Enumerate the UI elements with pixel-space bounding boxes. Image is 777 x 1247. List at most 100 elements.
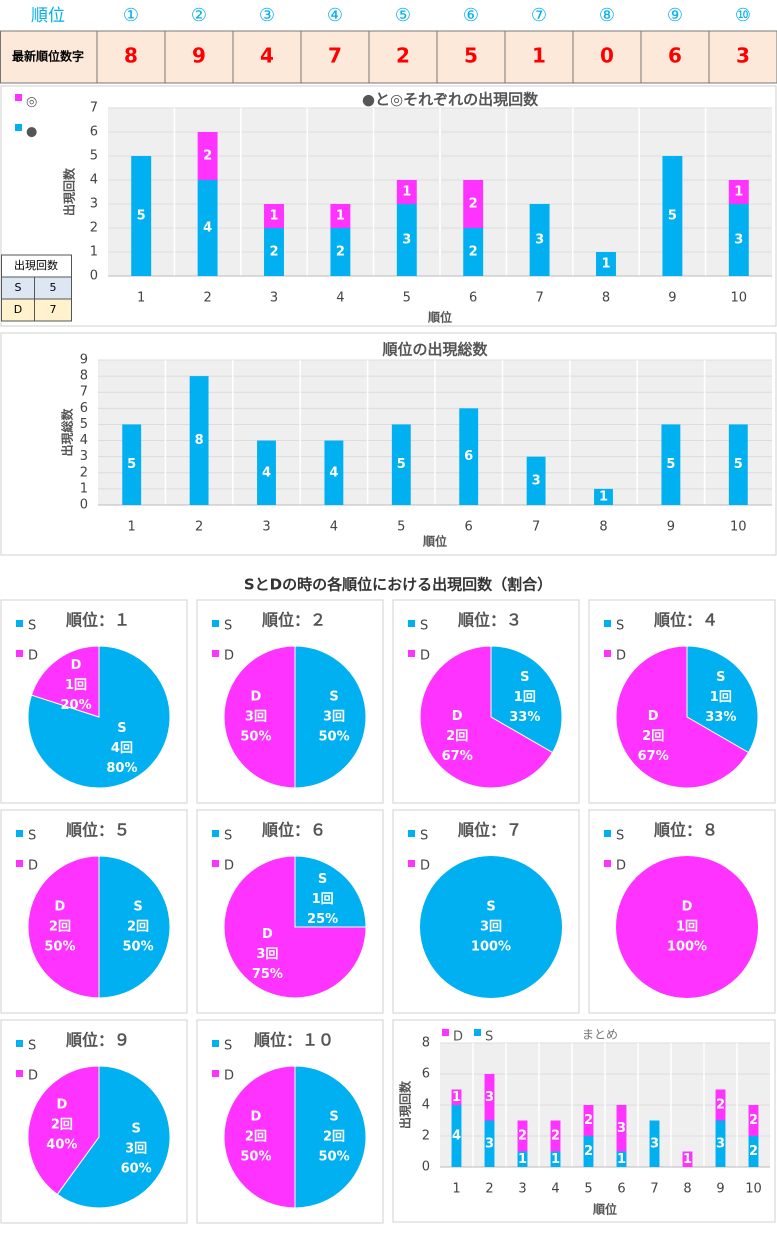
slice-name: S: [486, 900, 495, 915]
value-label: 2: [749, 1113, 758, 1128]
value-label: 3: [734, 233, 743, 248]
x-axis-label: 順位: [427, 310, 452, 325]
slice-name: D: [452, 709, 463, 724]
position-label: ⑩: [735, 5, 751, 26]
bar: [396, 204, 417, 276]
bar: [748, 1105, 759, 1136]
value-label: 5: [127, 457, 136, 472]
y-tick-label: 7: [90, 101, 98, 116]
digit: 4: [260, 44, 274, 68]
pie-slice: [294, 645, 367, 789]
value-label: 1: [402, 185, 411, 200]
x-tick-label: 4: [336, 291, 344, 306]
y-tick-label: 1: [80, 481, 88, 496]
legend-swatch: [442, 1029, 449, 1036]
legend-label: D: [224, 1069, 234, 1084]
value-label: 8: [195, 433, 204, 448]
legend-label: S: [28, 619, 36, 634]
y-axis-label: 出現総数: [60, 408, 75, 457]
bar: [451, 1105, 462, 1167]
slice-name: S: [716, 670, 725, 685]
pie-slice: [294, 855, 367, 928]
pie-slice: [686, 645, 759, 754]
section-title: SとDの時の各順位における出現回数（割合）: [244, 576, 552, 594]
pie-slice: [294, 1065, 367, 1209]
bar: [391, 424, 411, 505]
bar: [649, 1120, 660, 1167]
table-key: S: [15, 281, 22, 294]
x-tick-label: 5: [397, 520, 405, 535]
bar: [257, 440, 276, 505]
value-label: 2: [203, 149, 212, 164]
pie-slice: [223, 1065, 296, 1209]
value-label: 1: [599, 489, 608, 504]
digit: 0: [600, 44, 614, 68]
slice-count: 4回: [111, 741, 133, 756]
slice-count: 3回: [125, 1142, 147, 1157]
slice-count: 1回: [514, 690, 536, 705]
bar: [715, 1089, 726, 1121]
bar: [682, 1151, 693, 1167]
slice-count: 3回: [256, 947, 278, 962]
legend-swatch: [212, 860, 219, 867]
legend-label: S: [28, 1039, 36, 1054]
value-label: 5: [668, 209, 677, 224]
slice-name: S: [133, 900, 142, 915]
bar: [526, 456, 546, 505]
pie-slice: [30, 645, 100, 718]
slice-percent: 40%: [46, 1137, 77, 1152]
x-tick-label: 10: [731, 291, 748, 306]
y-tick-label: 0: [422, 1160, 430, 1175]
bar: [396, 180, 417, 204]
legend-label: D: [616, 859, 626, 874]
position-label: ③: [259, 5, 275, 26]
pie-slice: [490, 645, 563, 754]
digit: 8: [124, 44, 138, 68]
y-axis-label: 出現回数: [398, 1080, 413, 1129]
slice-count: 2回: [127, 920, 149, 935]
pie-title: 順位：９: [65, 1031, 130, 1050]
slice-count: 2回: [51, 1117, 73, 1132]
legend-label: S: [28, 829, 36, 844]
bar: [616, 1151, 627, 1167]
bar: [264, 204, 284, 228]
bar: [583, 1105, 594, 1136]
legend-swatch: [408, 620, 415, 627]
legend-label: S: [224, 1039, 232, 1054]
bar: [594, 488, 613, 505]
value-label: 3: [485, 1090, 494, 1105]
value-label: 4: [203, 221, 212, 236]
x-tick-label: 8: [602, 291, 610, 306]
legend-swatch: [212, 830, 219, 837]
slice-percent: 50%: [318, 1150, 349, 1165]
value-label: 5: [137, 209, 146, 224]
legend-label: S: [420, 829, 428, 844]
bar: [484, 1074, 495, 1121]
legend-label: S: [224, 619, 232, 634]
slice-name: S: [318, 872, 327, 887]
legend-label: D: [616, 649, 626, 664]
slice-name: D: [648, 709, 659, 724]
y-tick-label: 0: [80, 498, 88, 513]
legend-label: D: [420, 859, 430, 874]
y-tick-label: 5: [80, 417, 88, 432]
value-label: 1: [518, 1152, 527, 1167]
slice-name: D: [56, 1097, 67, 1112]
value-label: 1: [336, 209, 345, 224]
slice-count: 1回: [676, 920, 698, 935]
row-label-cell: [0, 30, 98, 84]
legend-label: ●: [26, 125, 37, 140]
slice-percent: 50%: [44, 940, 75, 955]
legend-label: S: [616, 619, 624, 634]
x-tick-label: 2: [203, 291, 211, 306]
slice-percent: 50%: [122, 940, 153, 955]
bar: [197, 132, 218, 180]
position-label: ⑥: [463, 5, 479, 26]
y-tick-label: 6: [90, 125, 98, 140]
y-tick-label: 9: [80, 353, 88, 368]
pie-slice: [420, 856, 562, 998]
x-tick-label: 2: [485, 1182, 493, 1197]
y-tick-label: 2: [80, 465, 88, 480]
legend-label: S: [420, 619, 428, 634]
